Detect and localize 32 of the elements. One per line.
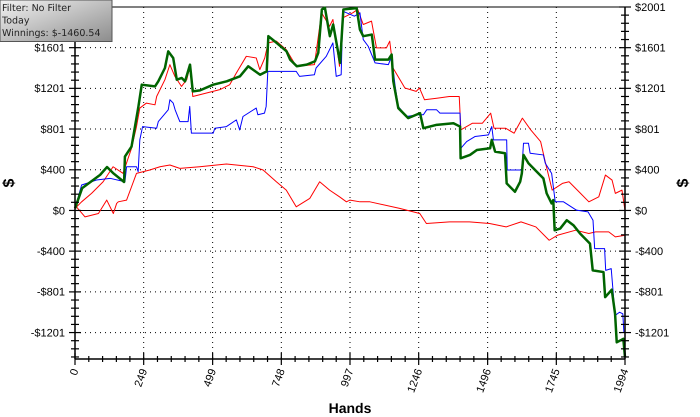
x-axis-title: Hands: [328, 400, 372, 416]
annotation: Winnings: $-1460.54: [2, 28, 100, 39]
x-tick-label: 997: [338, 367, 356, 389]
y2-axis-title: $: [675, 178, 692, 188]
y2-tick-label: $1601: [635, 42, 666, 55]
x-tick-label: 1496: [474, 367, 494, 394]
y-tick-label: $801: [40, 124, 65, 136]
y2-tick-label: $801: [635, 124, 660, 136]
x-tick-label: 1745: [543, 367, 563, 394]
y2-tick-label: -$400: [635, 246, 664, 258]
y-tick-label: $1601: [34, 42, 65, 55]
y-tick-label: $400: [40, 164, 65, 177]
x-tick-label: 748: [270, 367, 288, 389]
x-tick-label: 1246: [405, 367, 426, 394]
y2-tick-label: $1201: [635, 83, 666, 96]
y-tick-label: -$801: [36, 286, 65, 299]
y2-tick-label: -$1201: [635, 327, 670, 340]
x-tick-label: 499: [202, 367, 220, 389]
text: Filter: No Filter: [2, 3, 72, 14]
x-tick-label: 249: [132, 367, 150, 389]
y-tick-label: -$400: [36, 246, 65, 258]
x-tick-label: 0: [68, 367, 82, 378]
y2-tick-label: $400: [635, 164, 660, 177]
y-tick-label: $1201: [34, 83, 65, 96]
x-tick-label: 1994: [612, 367, 632, 394]
y-axis-title: $: [1, 178, 18, 188]
y2-tick-label: $2001: [635, 2, 666, 14]
text: Today: [1, 16, 30, 26]
y-tick-label: $0: [52, 205, 65, 218]
y2-tick-label: $0: [635, 205, 648, 218]
y-tick-label: -$1201: [30, 327, 65, 340]
y2-tick-label: -$801: [635, 286, 664, 299]
